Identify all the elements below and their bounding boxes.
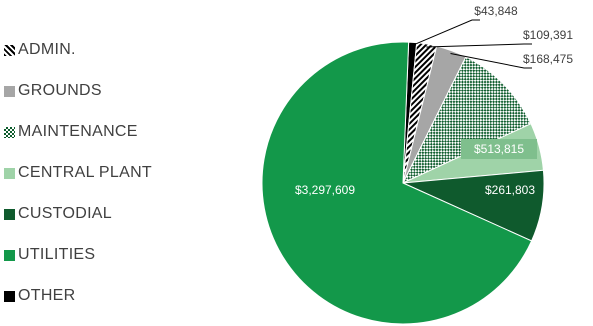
legend-label: CENTRAL PLANT <box>18 164 153 181</box>
legend-item: GROUNDS <box>4 79 152 103</box>
data-labels: $43,848 $109,391 $168,475 $513,815 $261,803 $… <box>295 4 573 197</box>
data-label: $3,297,609 <box>295 183 355 197</box>
data-label: $168,475 <box>523 52 573 66</box>
checkered-square-icon <box>4 126 15 138</box>
hatched-square-icon <box>4 44 15 56</box>
legend-label: MAINTENANCE <box>18 123 138 140</box>
pie-slice-utilities <box>261 41 533 325</box>
data-label-box <box>461 139 537 159</box>
legend-label: OTHER <box>18 287 76 304</box>
pie-slice-maintenance <box>401 56 532 185</box>
leader-line <box>450 53 532 69</box>
square-icon <box>4 208 15 220</box>
legend-label: UTILITIES <box>18 246 96 263</box>
legend-item: CUSTODIAL <box>4 202 152 226</box>
data-label: $43,848 <box>474 4 518 18</box>
leader-lines <box>412 19 532 69</box>
square-icon <box>4 85 15 97</box>
leader-line <box>426 43 532 48</box>
legend-label: CUSTODIAL <box>18 205 112 222</box>
data-label: $261,803 <box>485 183 535 197</box>
data-label: $109,391 <box>523 28 573 42</box>
legend-item: UTILITIES <box>4 243 152 267</box>
data-label: $513,815 <box>474 142 524 156</box>
pie-slices <box>261 41 545 325</box>
leader-line <box>412 19 480 46</box>
legend-item: MAINTENANCE <box>4 120 152 144</box>
legend-item: CENTRAL PLANT <box>4 161 152 185</box>
legend: ADMIN. GROUNDS MAINTENANCE CENTRAL PLANT CUS… <box>4 38 152 325</box>
legend-label: GROUNDS <box>18 82 102 99</box>
square-icon <box>4 249 15 261</box>
legend-item: OTHER <box>4 284 152 308</box>
legend-item: ADMIN. <box>4 38 152 62</box>
legend-label: ADMIN. <box>18 41 76 58</box>
square-icon <box>4 290 15 302</box>
square-icon <box>4 167 15 179</box>
